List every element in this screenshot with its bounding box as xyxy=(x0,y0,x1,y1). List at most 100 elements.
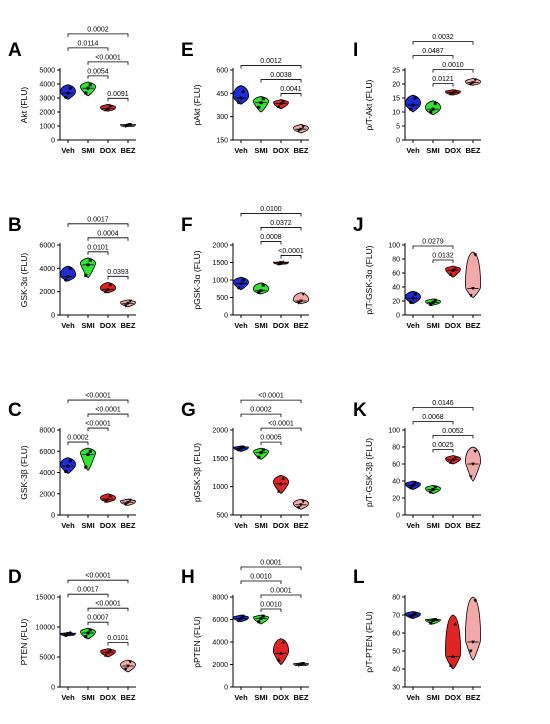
y-tick-label: 6000 xyxy=(39,243,55,250)
x-tick-label: BEZ xyxy=(294,321,309,330)
panel-d: D 0 5000 10000 15000 PTEN (FLU) Veh SMI DOX BEZ 0.… xyxy=(8,567,136,702)
x-tick-label: BEZ xyxy=(121,521,136,530)
y-tick-label: 0 xyxy=(51,513,55,520)
y-tick-label: 3000 xyxy=(39,96,55,103)
y-tick-label: 450 xyxy=(216,91,228,98)
y-tick-label: 8000 xyxy=(212,595,228,602)
p-value-label: <0.0001 xyxy=(85,393,111,400)
data-point xyxy=(106,106,110,110)
x-tick-label: BEZ xyxy=(121,321,136,330)
data-point xyxy=(84,635,88,639)
x-tick-label: Veh xyxy=(234,693,248,702)
p-value-label: 0.0002 xyxy=(87,26,109,33)
significance-bracket xyxy=(67,33,129,37)
data-point xyxy=(469,294,473,298)
violin-smi xyxy=(253,282,269,295)
p-value-label: 0.0146 xyxy=(432,400,454,407)
x-tick-label: SMI xyxy=(426,693,439,702)
x-tick-label: DOX xyxy=(273,693,289,702)
data-point xyxy=(473,78,477,82)
significance-bracket xyxy=(87,427,109,432)
data-point xyxy=(297,301,301,305)
data-point xyxy=(411,613,415,617)
data-point xyxy=(409,107,413,111)
data-point xyxy=(299,299,303,303)
panel-letter: F xyxy=(181,215,193,236)
data-point xyxy=(128,123,132,127)
data-point xyxy=(453,266,457,270)
significance-bracket xyxy=(260,427,302,432)
data-point xyxy=(409,300,413,304)
x-tick-label: DOX xyxy=(273,521,289,530)
p-value-label: 0.0101 xyxy=(87,244,109,251)
p-value-label: 0.0007 xyxy=(87,615,109,622)
significance-bracket xyxy=(67,579,129,584)
x-tick-label: SMI xyxy=(81,693,94,702)
y-tick-label: 40 xyxy=(392,479,400,486)
data-point xyxy=(473,599,477,603)
data-point xyxy=(433,485,437,489)
y-tick-label: 20 xyxy=(392,82,400,89)
data-point xyxy=(237,448,241,452)
p-value-label: 0.0008 xyxy=(260,234,282,241)
p-value-label: 0.0032 xyxy=(432,34,454,41)
x-tick-label: DOX xyxy=(100,693,116,702)
data-point xyxy=(64,278,68,282)
p-value-label: 0.0393 xyxy=(107,269,129,276)
y-tick-label: 5000 xyxy=(39,68,55,75)
significance-bracket xyxy=(87,607,129,612)
data-point xyxy=(241,445,245,449)
data-point xyxy=(124,667,128,671)
p-value-label: 0.0010 xyxy=(260,602,282,609)
significance-bracket xyxy=(260,594,302,598)
panel-h: H 0 2000 4000 6000 8000 pPTEN (FLU) Veh SMI DOX BE… xyxy=(181,560,309,702)
data-point xyxy=(259,289,263,292)
data-point xyxy=(88,83,92,87)
data-point xyxy=(277,489,281,493)
x-tick-label: DOX xyxy=(100,521,116,530)
x-tick-label: SMI xyxy=(426,521,439,530)
p-value-label: 0.0005 xyxy=(260,435,282,442)
data-point xyxy=(239,281,243,286)
data-point xyxy=(297,129,301,133)
y-tick-label: 4000 xyxy=(212,640,228,647)
data-point xyxy=(431,618,435,622)
panel-letter: E xyxy=(181,40,194,61)
data-point xyxy=(469,649,473,653)
data-point xyxy=(86,452,90,456)
y-axis-label: GSK-3α (FLU) xyxy=(19,253,29,308)
p-value-label: 0.0279 xyxy=(422,239,444,246)
data-point xyxy=(239,616,243,620)
panel-letter: H xyxy=(181,567,195,588)
data-point xyxy=(279,101,283,105)
y-tick-label: 30 xyxy=(392,685,400,692)
y-tick-label: 10000 xyxy=(36,625,56,632)
y-tick-label: 80 xyxy=(392,595,400,602)
significance-bracket xyxy=(260,79,302,83)
significance-bracket xyxy=(260,441,282,446)
data-point xyxy=(68,266,72,270)
data-point xyxy=(281,476,285,480)
data-point xyxy=(64,469,68,474)
x-tick-label: Veh xyxy=(61,146,75,155)
data-point xyxy=(108,103,112,108)
data-point xyxy=(124,304,128,308)
significance-bracket xyxy=(240,580,282,584)
data-point xyxy=(277,261,281,266)
data-point xyxy=(471,81,475,85)
p-value-label: 0.0054 xyxy=(87,68,109,75)
data-point xyxy=(124,502,128,507)
data-point xyxy=(108,647,112,652)
x-tick-label: DOX xyxy=(445,693,461,702)
significance-bracket xyxy=(107,642,129,646)
data-point xyxy=(237,101,241,105)
p-value-label: <0.0001 xyxy=(268,421,294,428)
data-point xyxy=(299,503,303,507)
significance-bracket xyxy=(280,255,302,259)
x-tick-label: BEZ xyxy=(466,321,481,330)
y-tick-label: 2000 xyxy=(39,289,55,296)
panel-b: B 0 2000 4000 6000 GSK-3α (FLU) Veh SMI DOX BEZ 0.… xyxy=(8,215,136,330)
p-value-label: <0.0001 xyxy=(258,393,284,400)
data-point xyxy=(451,268,455,272)
